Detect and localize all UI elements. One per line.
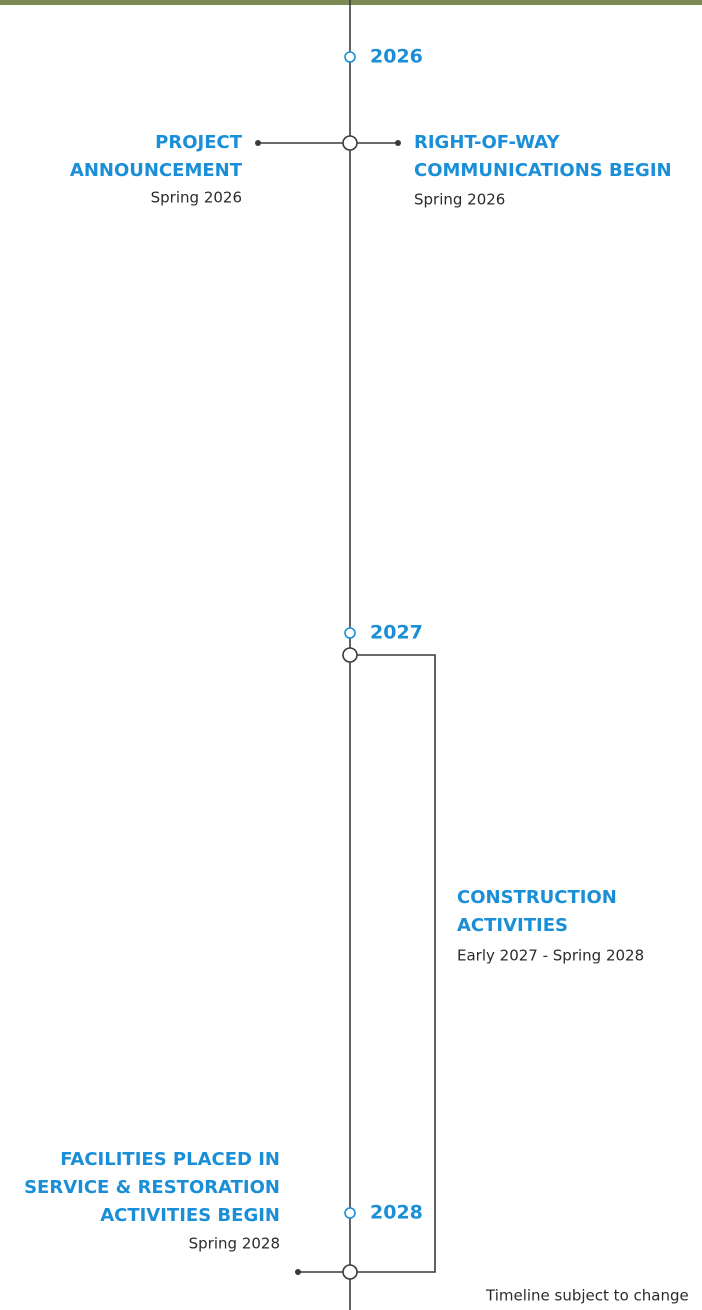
event-title: SERVICE & RESTORATION	[24, 1177, 280, 1198]
event-date: Spring 2026	[414, 191, 505, 209]
event-date: Early 2027 - Spring 2028	[457, 947, 644, 965]
connector-dot	[295, 1269, 301, 1275]
year-marker	[344, 51, 356, 63]
event-date: Spring 2026	[151, 189, 242, 207]
timeline-note: Timeline subject to change	[485, 1287, 689, 1305]
year-marker	[344, 627, 356, 639]
event-title: COMMUNICATIONS BEGIN	[414, 160, 672, 181]
event-node	[342, 1264, 358, 1280]
connector-dot	[255, 140, 261, 146]
event-date: Spring 2028	[189, 1235, 280, 1253]
year-marker	[344, 1207, 356, 1219]
year-label: 2028	[370, 1202, 423, 1224]
event-node	[342, 647, 358, 663]
event-title: ACTIVITIES	[457, 915, 568, 936]
event-title: PROJECT	[155, 132, 243, 153]
event-title: ANNOUNCEMENT	[70, 160, 243, 181]
event-title: RIGHT-OF-WAY	[414, 132, 560, 153]
event-title: FACILITIES PLACED IN	[60, 1149, 280, 1170]
connector-dot	[395, 140, 401, 146]
header-image-strip	[0, 0, 702, 5]
year-label: 2026	[370, 46, 423, 68]
event-title: CONSTRUCTION	[457, 887, 617, 908]
construction-bracket	[350, 654, 436, 1273]
event-node	[342, 135, 358, 151]
year-label: 2027	[370, 622, 423, 644]
event-title: ACTIVITIES BEGIN	[100, 1205, 280, 1226]
